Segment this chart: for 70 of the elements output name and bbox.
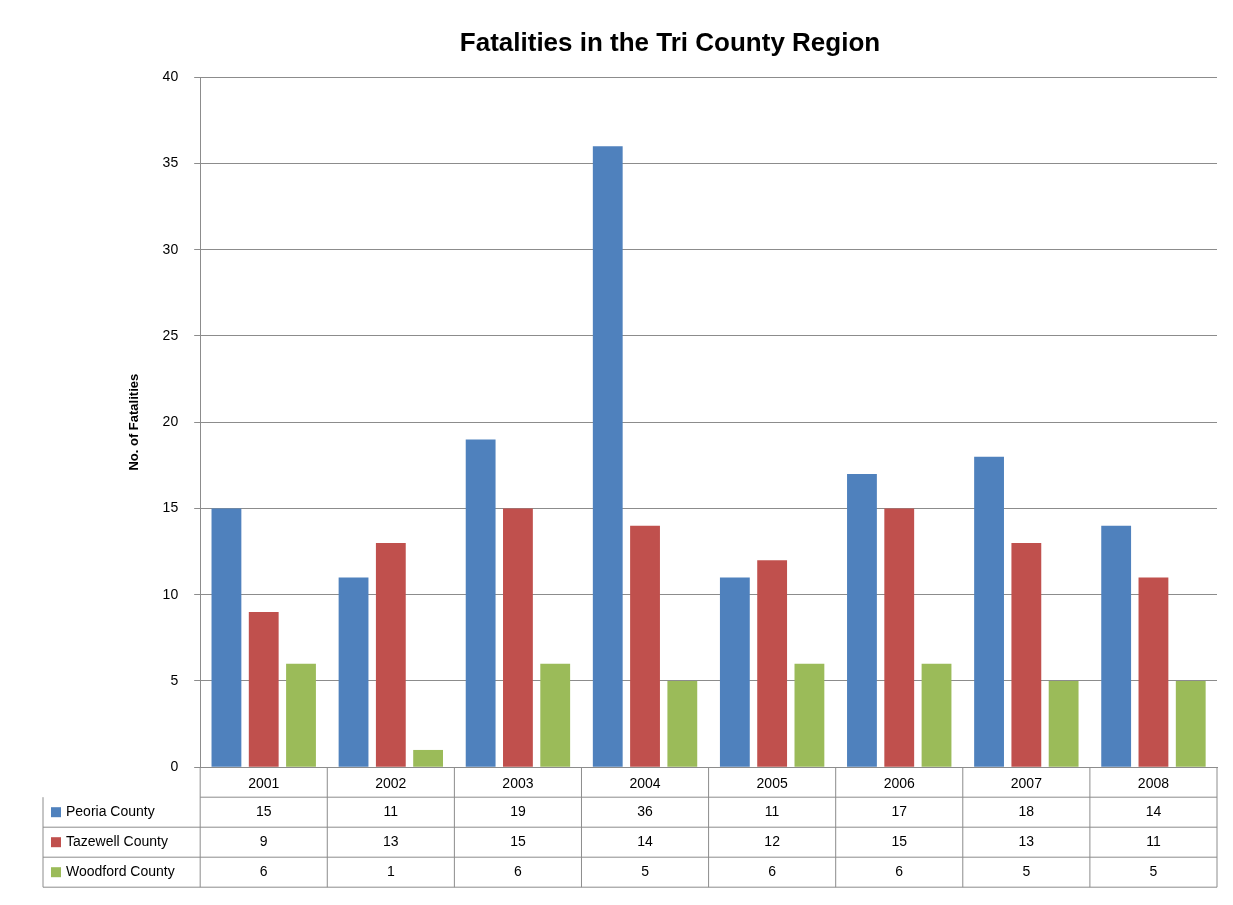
data-label: 5 bbox=[641, 863, 650, 880]
bar bbox=[465, 439, 496, 767]
x-tick-label: 2008 bbox=[1137, 775, 1170, 792]
bar bbox=[719, 577, 750, 767]
data-label: 36 bbox=[637, 803, 654, 820]
bar bbox=[921, 663, 952, 767]
y-tick-label: 0 bbox=[170, 758, 179, 775]
y-tick-label: 15 bbox=[162, 499, 179, 516]
x-tick-label: 2003 bbox=[502, 775, 534, 792]
bar bbox=[248, 611, 279, 767]
data-label: 12 bbox=[764, 833, 781, 850]
y-axis-title: No. of Fatalities bbox=[126, 373, 142, 471]
bar bbox=[884, 508, 915, 767]
data-label: 6 bbox=[259, 863, 268, 880]
legend-label: Tazewell County bbox=[66, 833, 168, 850]
bar bbox=[286, 663, 316, 767]
data-label: 15 bbox=[891, 833, 908, 850]
y-tick-label: 10 bbox=[162, 585, 179, 602]
y-tick-label: 30 bbox=[162, 240, 179, 257]
data-label: 1 bbox=[386, 863, 395, 880]
data-label: 6 bbox=[768, 863, 777, 880]
legend-label: Peoria County bbox=[66, 803, 155, 820]
data-label: 5 bbox=[1022, 863, 1031, 880]
bar bbox=[592, 146, 623, 767]
data-label: 11 bbox=[764, 803, 780, 820]
bar bbox=[794, 663, 825, 767]
data-label: 17 bbox=[891, 803, 908, 820]
bar bbox=[974, 456, 1004, 767]
data-label: 13 bbox=[383, 833, 399, 850]
bar bbox=[847, 473, 877, 767]
x-tick-label: 2005 bbox=[756, 775, 788, 792]
bar bbox=[1011, 542, 1042, 767]
bar bbox=[503, 508, 533, 767]
data-label: 11 bbox=[383, 803, 399, 820]
bar bbox=[1048, 680, 1079, 767]
y-tick-label: 20 bbox=[162, 413, 179, 430]
x-tick-label: 2007 bbox=[1010, 775, 1043, 792]
bar bbox=[1175, 680, 1206, 767]
y-tick-label: 5 bbox=[170, 671, 179, 688]
data-label: 9 bbox=[259, 833, 268, 850]
data-label: 13 bbox=[1018, 833, 1035, 850]
data-label: 15 bbox=[255, 803, 272, 820]
x-tick-label: 2001 bbox=[248, 775, 280, 792]
y-tick-label: 35 bbox=[162, 154, 179, 171]
data-label: 14 bbox=[1145, 803, 1162, 820]
data-label: 15 bbox=[510, 833, 526, 850]
bar bbox=[211, 508, 242, 767]
bar bbox=[757, 560, 788, 767]
bar bbox=[630, 525, 660, 767]
data-label: 18 bbox=[1018, 803, 1035, 820]
legend-label: Woodford County bbox=[66, 863, 175, 880]
x-tick-label: 2004 bbox=[629, 775, 661, 792]
bar bbox=[1138, 577, 1169, 767]
bar bbox=[667, 680, 698, 767]
bar bbox=[413, 749, 444, 767]
bar bbox=[540, 663, 571, 767]
data-label: 6 bbox=[895, 863, 904, 880]
bar bbox=[338, 577, 369, 767]
data-label: 14 bbox=[637, 833, 654, 850]
bar bbox=[375, 542, 406, 767]
data-label: 5 bbox=[1149, 863, 1158, 880]
x-tick-label: 2006 bbox=[883, 775, 916, 792]
y-tick-label: 40 bbox=[162, 68, 179, 85]
data-label: 6 bbox=[514, 863, 523, 880]
bar bbox=[1101, 525, 1132, 767]
chart-title: Fatalities in the Tri County Region bbox=[459, 26, 881, 57]
y-tick-label: 25 bbox=[162, 326, 179, 343]
x-tick-label: 2002 bbox=[375, 775, 407, 792]
data-label: 11 bbox=[1146, 833, 1161, 850]
data-label: 19 bbox=[510, 803, 526, 820]
